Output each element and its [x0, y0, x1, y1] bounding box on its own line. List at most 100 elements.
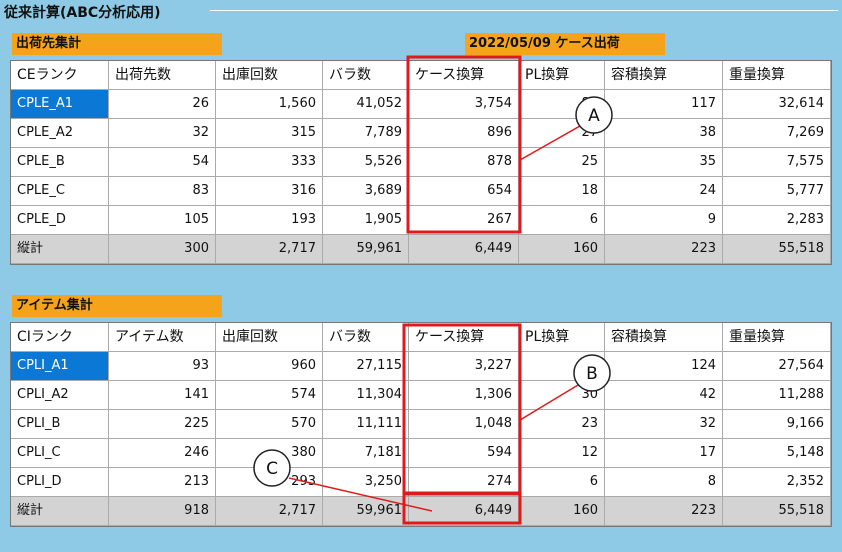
table-cell[interactable]: 18 [519, 177, 605, 206]
table-cell[interactable]: 160 [519, 235, 605, 264]
column-header[interactable]: PL換算 [519, 323, 605, 352]
table-cell[interactable]: 38 [605, 119, 723, 148]
table-cell[interactable]: 6 [519, 206, 605, 235]
row-label[interactable]: CPLI_A1 [11, 352, 109, 381]
table-cell[interactable]: 2,352 [723, 468, 831, 497]
table-cell[interactable]: 2,283 [723, 206, 831, 235]
table-cell[interactable]: 93 [109, 352, 216, 381]
table-cell[interactable]: 83 [109, 177, 216, 206]
window-title: 従来計算(ABC分析応用) [4, 5, 161, 21]
table-cell[interactable]: 12 [519, 439, 605, 468]
table-cell[interactable]: 7,575 [723, 148, 831, 177]
table-cell[interactable]: 918 [109, 497, 216, 526]
callout-label: C [266, 459, 278, 479]
table-cell[interactable]: 7,181 [323, 439, 409, 468]
column-header[interactable]: バラ数 [323, 323, 409, 352]
table-cell[interactable]: 246 [109, 439, 216, 468]
callout-line [288, 477, 433, 512]
column-header[interactable]: 重量換算 [723, 61, 831, 90]
column-header[interactable]: CEランク [11, 61, 109, 90]
table-cell[interactable]: 23 [519, 410, 605, 439]
table-cell[interactable]: 1,560 [216, 90, 323, 119]
row-label[interactable]: CPLE_B [11, 148, 109, 177]
table-cell[interactable]: 11,288 [723, 381, 831, 410]
table-cell[interactable]: 9 [605, 206, 723, 235]
row-label[interactable]: CPLI_C [11, 439, 109, 468]
column-header[interactable]: PL換算 [519, 61, 605, 90]
table-cell[interactable]: 24 [605, 177, 723, 206]
table-cell[interactable]: 8 [605, 468, 723, 497]
table-cell[interactable]: 5,777 [723, 177, 831, 206]
table-cell[interactable]: 7,269 [723, 119, 831, 148]
table-cell[interactable]: 570 [216, 410, 323, 439]
table-cell[interactable]: 54 [109, 148, 216, 177]
table-cell[interactable]: 124 [605, 352, 723, 381]
column-header[interactable]: CIランク [11, 323, 109, 352]
row-label[interactable]: CPLI_A2 [11, 381, 109, 410]
table-cell[interactable]: 315 [216, 119, 323, 148]
table-cell[interactable]: 333 [216, 148, 323, 177]
section-label: 出荷先集計 [12, 33, 222, 55]
callout-line [519, 384, 579, 421]
table-cell[interactable]: 574 [216, 381, 323, 410]
table-cell[interactable]: 213 [109, 468, 216, 497]
highlight-box [402, 323, 522, 495]
table-cell[interactable]: 223 [605, 497, 723, 526]
table-cell[interactable]: 32,614 [723, 90, 831, 119]
column-header[interactable]: 出庫回数 [216, 61, 323, 90]
table-cell[interactable]: 27,115 [323, 352, 409, 381]
table-cell[interactable]: 25 [519, 148, 605, 177]
row-label[interactable]: CPLE_A2 [11, 119, 109, 148]
column-header[interactable]: 容積換算 [605, 61, 723, 90]
table-cell[interactable]: 5,148 [723, 439, 831, 468]
table-cell[interactable]: 141 [109, 381, 216, 410]
table-cell[interactable]: 27,564 [723, 352, 831, 381]
callout-circle [253, 449, 291, 487]
row-label[interactable]: CPLE_A1 [11, 90, 109, 119]
row-label[interactable]: CPLE_D [11, 206, 109, 235]
table-cell[interactable]: 32 [109, 119, 216, 148]
table-cell[interactable]: 2,717 [216, 497, 323, 526]
table-cell[interactable]: 9,166 [723, 410, 831, 439]
column-header[interactable]: 重量換算 [723, 323, 831, 352]
column-header[interactable]: 出庫回数 [216, 323, 323, 352]
column-header[interactable]: アイテム数 [109, 323, 216, 352]
table-cell[interactable]: 960 [216, 352, 323, 381]
callout-circle [573, 354, 611, 392]
table-cell[interactable]: 35 [605, 148, 723, 177]
table-cell[interactable]: 225 [109, 410, 216, 439]
table-cell[interactable]: 11,111 [323, 410, 409, 439]
table-cell[interactable]: 55,518 [723, 497, 831, 526]
table-cell[interactable]: 6 [519, 468, 605, 497]
table-cell[interactable]: 42 [605, 381, 723, 410]
table-cell[interactable]: 26 [109, 90, 216, 119]
table-cell[interactable]: 17 [605, 439, 723, 468]
table-cell[interactable]: 2,717 [216, 235, 323, 264]
table-cell[interactable]: 316 [216, 177, 323, 206]
table-cell[interactable]: 105 [109, 206, 216, 235]
table-cell[interactable]: 117 [605, 90, 723, 119]
column-header[interactable]: 容積換算 [605, 323, 723, 352]
row-label[interactable]: 縦計 [11, 235, 109, 264]
table-cell[interactable]: 11,304 [323, 381, 409, 410]
row-label[interactable]: CPLE_C [11, 177, 109, 206]
callout-label: A [588, 106, 600, 126]
table-cell[interactable]: 6,449 [409, 497, 519, 526]
table-cell[interactable]: 193 [216, 206, 323, 235]
table-cell[interactable]: 300 [109, 235, 216, 264]
row-label[interactable]: CPLI_B [11, 410, 109, 439]
table-cell[interactable]: 55,518 [723, 235, 831, 264]
row-label[interactable]: 縦計 [11, 497, 109, 526]
callout-label: B [586, 364, 598, 384]
table-cell[interactable]: 6,449 [409, 235, 519, 264]
table-cell[interactable]: 32 [605, 410, 723, 439]
column-header[interactable]: 出荷先数 [109, 61, 216, 90]
table-cell[interactable]: 223 [605, 235, 723, 264]
table-cell[interactable]: 59,961 [323, 235, 409, 264]
highlight-box [402, 492, 522, 525]
row-label[interactable]: CPLI_D [11, 468, 109, 497]
callout-line [519, 125, 581, 161]
table-cell[interactable]: 160 [519, 497, 605, 526]
section-label: アイテム集計 [12, 295, 222, 317]
